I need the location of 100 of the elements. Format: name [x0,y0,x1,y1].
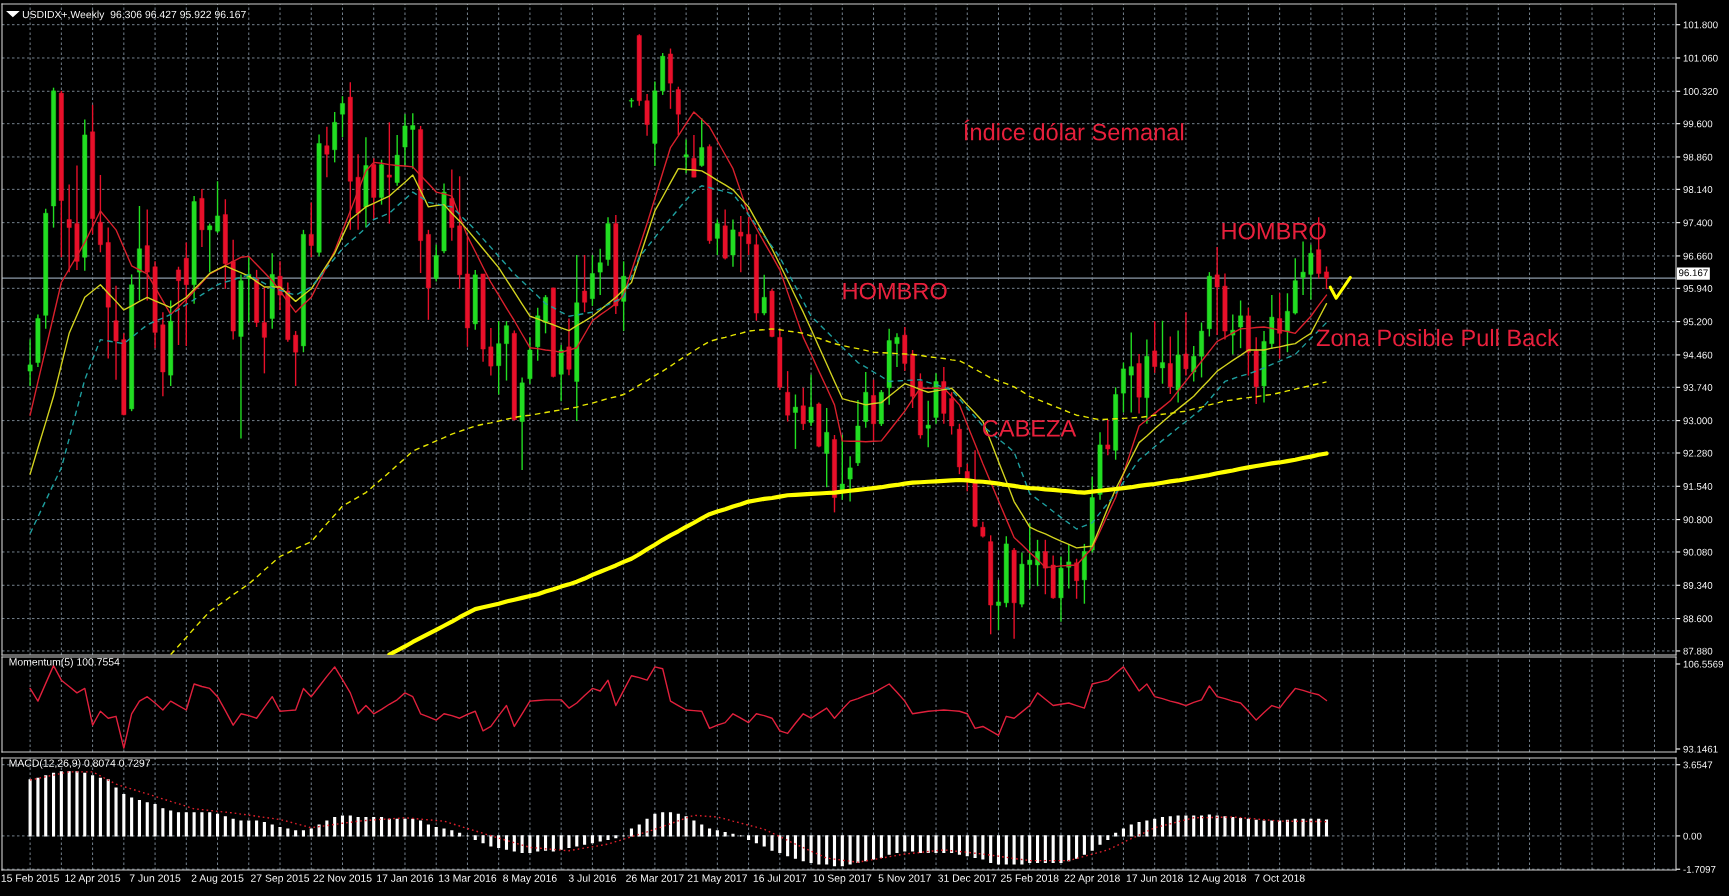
candlestick [1285,292,1290,353]
x-tick-label: 12 Aug 2018 [1188,874,1246,884]
x-tick-label: 31 Dec 2017 [938,874,997,882]
candlestick [98,174,103,254]
y-tick-label: 96.660 [1683,252,1713,260]
candlestick [27,338,33,387]
x-tick-label: 3 Jul 2016 [568,874,616,882]
candlestick [996,579,1001,631]
x-tick-label: 16 Jul 2017 [753,874,807,882]
candlestick [496,320,502,396]
y-tick-label: 95.940 [1683,285,1713,292]
candlestick [699,117,705,168]
candlestick [340,95,345,138]
candlestick [964,463,970,492]
x-tick-label: 26 Mar 2017 [626,874,684,882]
text: USDIDX+,Weekly 96.306 96.427 95.922 96.167 [22,10,246,21]
candlestick [1300,240,1306,296]
candlestick [410,112,416,170]
candlestick [738,215,744,273]
x-tick-label: 7 Jun 2015 [129,874,181,882]
y-tick-label: -1.7097 [1683,865,1716,873]
candlestick [433,243,439,283]
candlestick [1324,265,1329,290]
candlestick [925,400,931,448]
candlestick [839,434,845,501]
y-tick-label: 100.320 [1683,88,1718,95]
y-tick-label: 101.060 [1683,54,1718,62]
y-tick-label: 87.880 [1683,647,1713,655]
candlestick [137,205,142,302]
annotation: Zona Posible Pull Back [1316,328,1559,347]
x-tick-label: 17 Jun 2018 [1126,874,1183,882]
y-tick-label: 106.5569 [1683,660,1724,668]
x-tick-label: 22 Apr 2018 [1064,874,1120,884]
y-tick-label: 97.400 [1683,219,1713,227]
x-tick-label: 10 Sep 2017 [813,874,872,884]
ref-line-label: 96.167 [1678,269,1708,277]
annotation: Índice dólar Semanal [964,119,1184,141]
x-tick-label: 15 Feb 2015 [1,874,59,882]
candlestick [847,455,853,503]
candlestick [1128,331,1134,414]
x-tick-label: 17 Jan 2016 [377,874,434,882]
candlestick [824,407,830,488]
candlestick [746,216,751,256]
candlestick [683,138,689,174]
candlestick [1230,313,1236,356]
candlestick [176,266,181,346]
candlestick [808,374,814,427]
x-tick-label: 12 Apr 2015 [65,874,121,884]
candlestick [308,201,314,258]
y-tick-label: 93.740 [1683,384,1713,391]
y-tick-label: 90.080 [1683,548,1713,556]
y-tick-label: 98.140 [1683,186,1713,193]
x-tick-label: 5 Nov 2017 [878,874,931,882]
x-tick-label: 2 Aug 2015 [191,874,244,884]
candlestick [324,126,330,178]
y-tick-label: 93.000 [1683,417,1713,425]
y-tick-label: 92.280 [1683,449,1713,457]
candlestick [785,370,791,423]
candlestick [1105,419,1111,456]
candlestick [1152,320,1158,374]
x-tick-label: 27 Sep 2015 [251,874,310,884]
candlestick [1066,543,1072,590]
candlestick [644,93,650,137]
y-tick-label: 90.800 [1683,516,1713,524]
x-tick-label: 22 Nov 2015 [313,874,372,882]
candlestick [1042,539,1048,595]
candlestick [1027,522,1033,590]
x-tick-label: 25 Feb 2018 [1001,874,1059,882]
line-series [29,771,1328,863]
x-tick-label: 13 Mar 2016 [439,874,497,882]
y-tick-label: 88.600 [1683,615,1713,623]
candlestick [293,330,299,387]
candlestick [1191,345,1197,383]
y-tick-label: 94.460 [1683,351,1713,359]
candlestick [1035,539,1040,587]
candlestick [1277,292,1283,360]
x-tick-label: 8 May 2016 [503,874,557,884]
chart-title: MACD(12,26,9) 0.8074 0.7297 [9,759,151,769]
candlestick [691,134,697,178]
candlestick [597,248,603,296]
y-tick-label: 91.540 [1683,483,1713,490]
candlestick [566,317,572,376]
candlestick [1308,243,1314,301]
candlestick [800,387,806,431]
candlestick [1160,320,1165,385]
candlestick [488,327,494,377]
y-tick-label: 95.200 [1683,318,1713,326]
candlestick [66,183,72,273]
candlestick [207,222,213,273]
candlestick [262,286,267,375]
candlestick [894,332,900,368]
candlestick [215,180,220,234]
candlestick [402,113,408,168]
y-tick-label: 99.600 [1683,120,1713,128]
x-tick-label: 7 Oct 2018 [1254,874,1305,882]
candlestick [1183,311,1189,377]
candlestick [793,393,798,450]
y-tick-label: 0.00 [1683,832,1702,840]
y-tick-label: 3.6547 [1683,761,1713,769]
candlestick [1238,299,1243,349]
